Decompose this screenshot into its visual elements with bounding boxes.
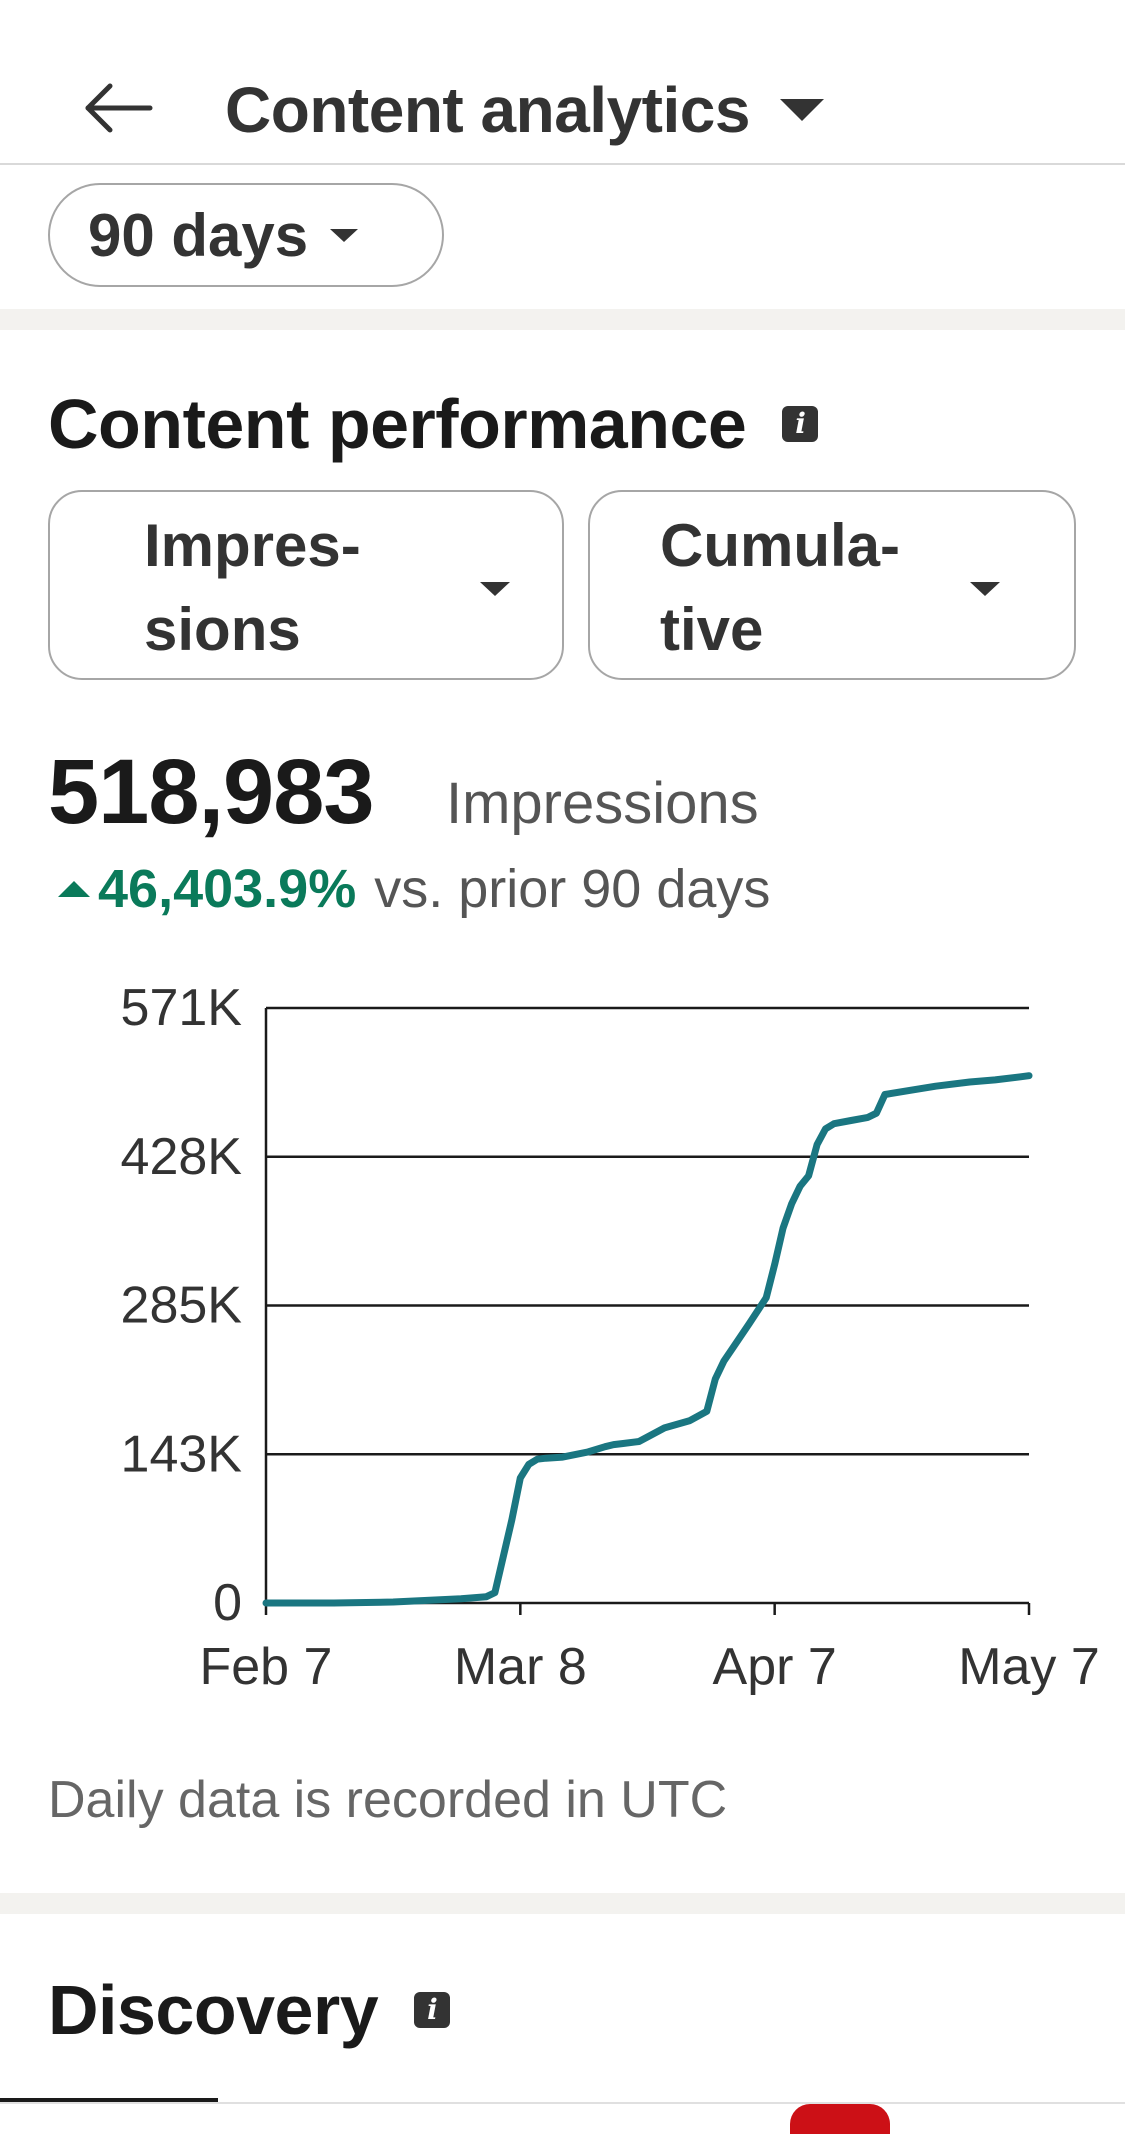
aggregation-select[interactable]: Cumula- tive — [588, 490, 1076, 680]
section-divider — [0, 1893, 1125, 1914]
impressions-line-chart: 571K 428K 285K 143K 0 Feb 7 Mar 8 Apr 7 May 7 — [121, 980, 1100, 1696]
page-title: Content analytics — [225, 74, 750, 146]
aggregation-select-line-1: Cumula- — [660, 512, 900, 579]
x-tick-label: May 7 — [958, 1638, 1100, 1696]
caret-down-icon — [970, 582, 1000, 596]
date-range-label: 90 days — [88, 201, 309, 269]
utc-footnote: Daily data is recorded in UTC — [48, 1771, 728, 1829]
change-indicator: 46,403.9% vs. prior 90 days — [58, 858, 770, 920]
info-icon[interactable]: i — [414, 1992, 451, 2028]
active-tab-indicator — [0, 2098, 218, 2104]
change-percentage: 46,403.9% — [98, 859, 357, 919]
metric-select-line-2: sions — [144, 596, 301, 663]
up-arrow-icon — [58, 881, 90, 897]
section-title-content-performance: Content performance i — [48, 384, 819, 464]
caret-down-icon — [330, 228, 359, 242]
page-title-dropdown[interactable]: Content analytics — [225, 70, 824, 150]
section-divider — [0, 309, 1125, 330]
section-title-text: Content performance — [48, 385, 747, 463]
date-range-filter[interactable]: 90 days — [48, 183, 444, 287]
notification-badge — [790, 2104, 890, 2134]
change-comparison-text: vs. prior 90 days — [374, 859, 771, 919]
y-tick-label: 428K — [121, 1128, 243, 1186]
y-tick-label: 143K — [121, 1425, 243, 1483]
top-app-bar: Content analytics — [0, 0, 1125, 165]
info-icon[interactable]: i — [782, 406, 819, 442]
metric-select-line-1: Impres- — [144, 512, 361, 579]
y-tick-label: 571K — [121, 980, 243, 1037]
aggregation-select-line-2: tive — [660, 596, 764, 663]
y-tick-label: 0 — [213, 1574, 242, 1632]
metric-select-label: Impres- sions — [144, 504, 361, 672]
aggregation-select-label: Cumula- tive — [660, 504, 900, 672]
caret-down-icon — [779, 99, 824, 121]
y-tick-label: 285K — [121, 1277, 243, 1335]
section-title-text: Discovery — [48, 1971, 379, 2049]
back-button[interactable] — [80, 70, 160, 150]
x-tick-label: Apr 7 — [713, 1638, 837, 1696]
caret-down-icon — [480, 582, 510, 596]
tab-bar-divider — [0, 2102, 1125, 2104]
metric-select[interactable]: Impres- sions — [48, 490, 564, 680]
total-impressions-value: 518,983 — [48, 741, 375, 843]
arrow-left-icon — [85, 83, 153, 133]
section-title-discovery: Discovery i — [48, 1970, 451, 2050]
x-tick-label: Feb 7 — [200, 1638, 333, 1696]
series-line-impressions — [262, 1072, 1033, 1607]
x-tick-label: Mar 8 — [454, 1638, 587, 1696]
total-impressions-label: Impressions — [446, 771, 759, 836]
